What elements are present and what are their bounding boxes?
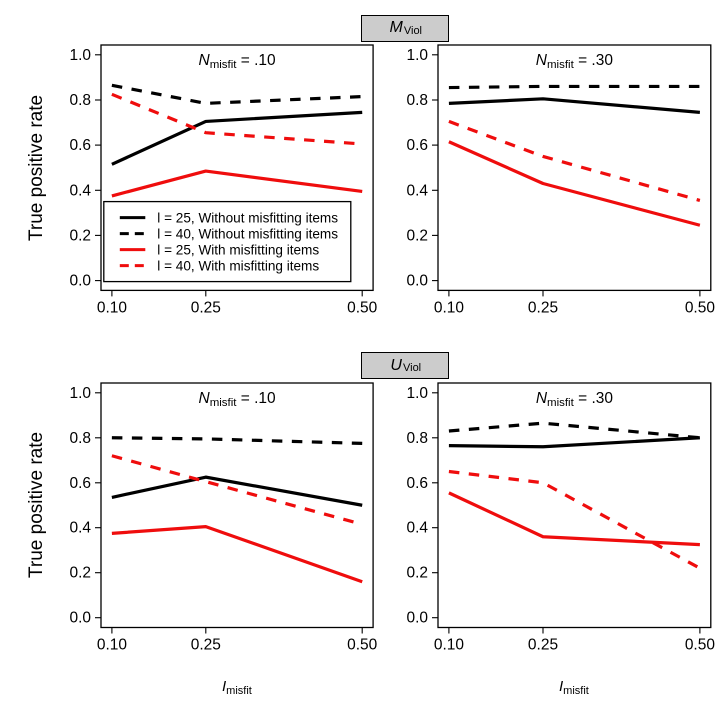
svg-text:l = 40, Without misfitting ite: l = 40, Without misfitting items [157,227,338,242]
svg-text:0.25: 0.25 [191,300,221,317]
svg-text:0.25: 0.25 [527,300,557,317]
svg-text:Nmisfit = .30: Nmisfit = .30 [535,52,612,71]
svg-text:0.0: 0.0 [406,610,428,627]
svg-text:0.2: 0.2 [406,228,428,245]
svg-text:0.2: 0.2 [70,565,92,582]
svg-text:0.10: 0.10 [97,300,127,317]
svg-text:1.0: 1.0 [406,385,428,402]
svg-text:0.8: 0.8 [406,430,428,447]
svg-text:0.8: 0.8 [70,92,92,109]
svg-text:0.2: 0.2 [70,228,92,245]
svg-text:Nmisfit = .10: Nmisfit = .10 [199,390,276,409]
svg-text:0.8: 0.8 [70,430,92,447]
svg-text:0.50: 0.50 [684,636,714,653]
svg-text:0.50: 0.50 [347,300,377,317]
svg-text:1.0: 1.0 [406,47,428,64]
svg-text:0.50: 0.50 [347,636,377,653]
svg-text:0.0: 0.0 [70,273,92,290]
svg-text:0.25: 0.25 [191,636,221,653]
svg-text:0.0: 0.0 [406,273,428,290]
svg-text:1.0: 1.0 [70,47,92,64]
svg-text:0.4: 0.4 [70,520,92,537]
svg-text:0.8: 0.8 [406,92,428,109]
svg-text:Nmisfit = .30: Nmisfit = .30 [535,390,612,409]
svg-text:0.6: 0.6 [70,137,92,154]
svg-text:0.6: 0.6 [70,475,92,492]
svg-text:0.4: 0.4 [406,183,428,200]
svg-text:1.0: 1.0 [70,385,92,402]
svg-text:0.6: 0.6 [406,137,428,154]
svg-text:0.4: 0.4 [406,520,428,537]
svg-text:0.2: 0.2 [406,565,428,582]
svg-text:0.6: 0.6 [406,475,428,492]
svg-text:l = 25, With misfitting items: l = 25, With misfitting items [157,243,319,258]
svg-text:0.10: 0.10 [433,300,463,317]
svg-text:l = 40, With misfitting items: l = 40, With misfitting items [157,259,319,274]
svg-text:0.4: 0.4 [70,183,92,200]
svg-text:0.0: 0.0 [70,610,92,627]
svg-text:0.50: 0.50 [684,300,714,317]
svg-text:0.25: 0.25 [527,636,557,653]
svg-text:0.10: 0.10 [433,636,463,653]
svg-text:l = 25, Without misfitting ite: l = 25, Without misfitting items [157,211,338,226]
svg-text:Nmisfit = .10: Nmisfit = .10 [199,52,276,71]
svg-text:0.10: 0.10 [97,636,127,653]
